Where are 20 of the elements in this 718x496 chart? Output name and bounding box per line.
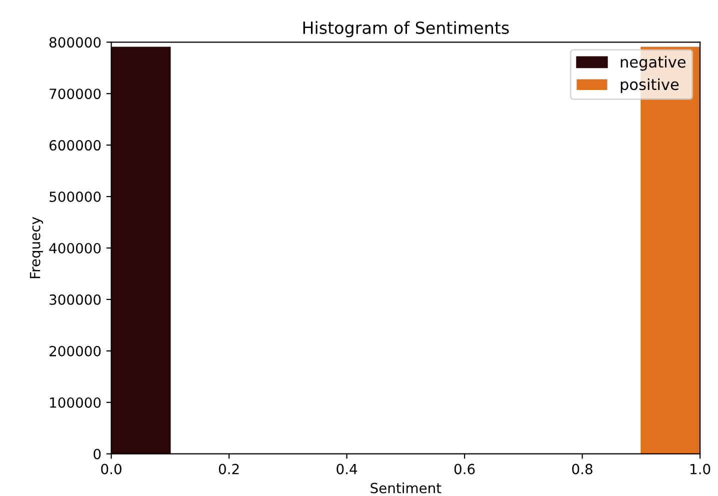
y-tick-label: 500000 xyxy=(50,192,101,202)
y-tick-label: 100000 xyxy=(50,397,101,408)
x-axis-title: Sentiment xyxy=(370,482,442,494)
y-axis-title: Frequecy xyxy=(30,216,43,278)
x-tick-label: 0.8 xyxy=(572,464,592,474)
x-tick-label: 0.0 xyxy=(101,464,122,474)
y-tick-label: 600000 xyxy=(50,140,101,151)
x-tick-label: 0.4 xyxy=(336,464,358,474)
y-tick-label: 0 xyxy=(94,448,101,460)
x-tick-label: 0.2 xyxy=(218,464,239,474)
y-tick-label: 800000 xyxy=(49,37,101,48)
x-tick-label: 0.6 xyxy=(454,464,475,474)
y-tick-label: 200000 xyxy=(50,346,101,356)
legend-label: positive xyxy=(620,78,679,94)
legend-label: negative xyxy=(620,56,686,71)
chart-title: Histogram of Sentiments xyxy=(303,21,509,38)
y-tick-label: 700000 xyxy=(50,88,101,100)
x-tick-label: 1.0 xyxy=(690,464,710,474)
y-tick-label: 300000 xyxy=(50,294,101,305)
y-tick-label: 400000 xyxy=(49,242,101,254)
